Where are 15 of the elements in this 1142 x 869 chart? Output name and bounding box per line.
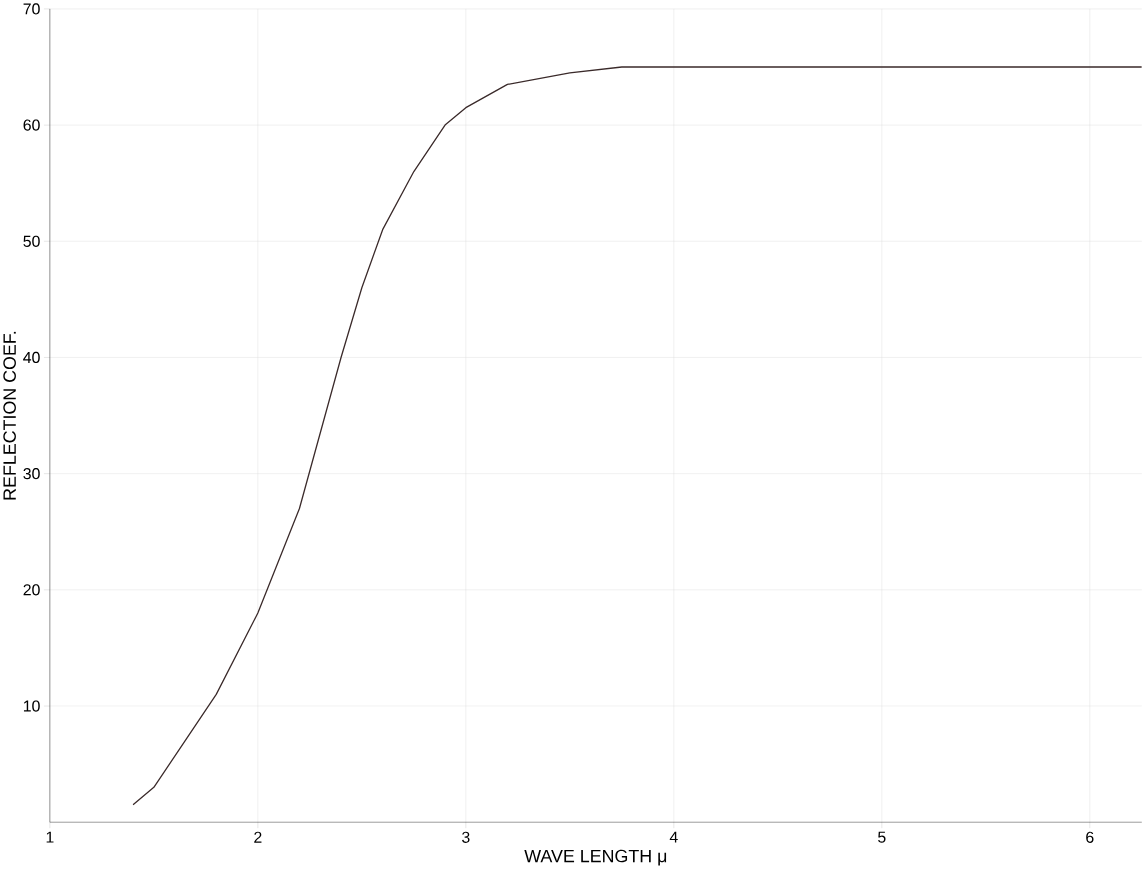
y-tick-label: 20 [23,584,40,596]
x-tick-label: 1 [46,831,54,843]
x-tick-label: 3 [462,831,470,843]
y-tick-label: 40 [23,351,40,364]
y-tick-label: 10 [23,700,40,712]
y-tick-label: 30 [23,468,40,480]
y-axis-title: REFLECTION COEF. [3,331,16,500]
x-tick-label: 4 [669,831,678,843]
x-axis-title: WAVE LENGTH μ [524,849,667,866]
x-tick-label: 6 [1086,831,1094,843]
x-tick-label: 5 [878,831,886,843]
y-tick-label: 50 [23,235,40,247]
y-tick-label: 60 [23,119,40,131]
x-tick-label: 2 [254,831,262,843]
y-tick-label: 70 [23,3,40,15]
